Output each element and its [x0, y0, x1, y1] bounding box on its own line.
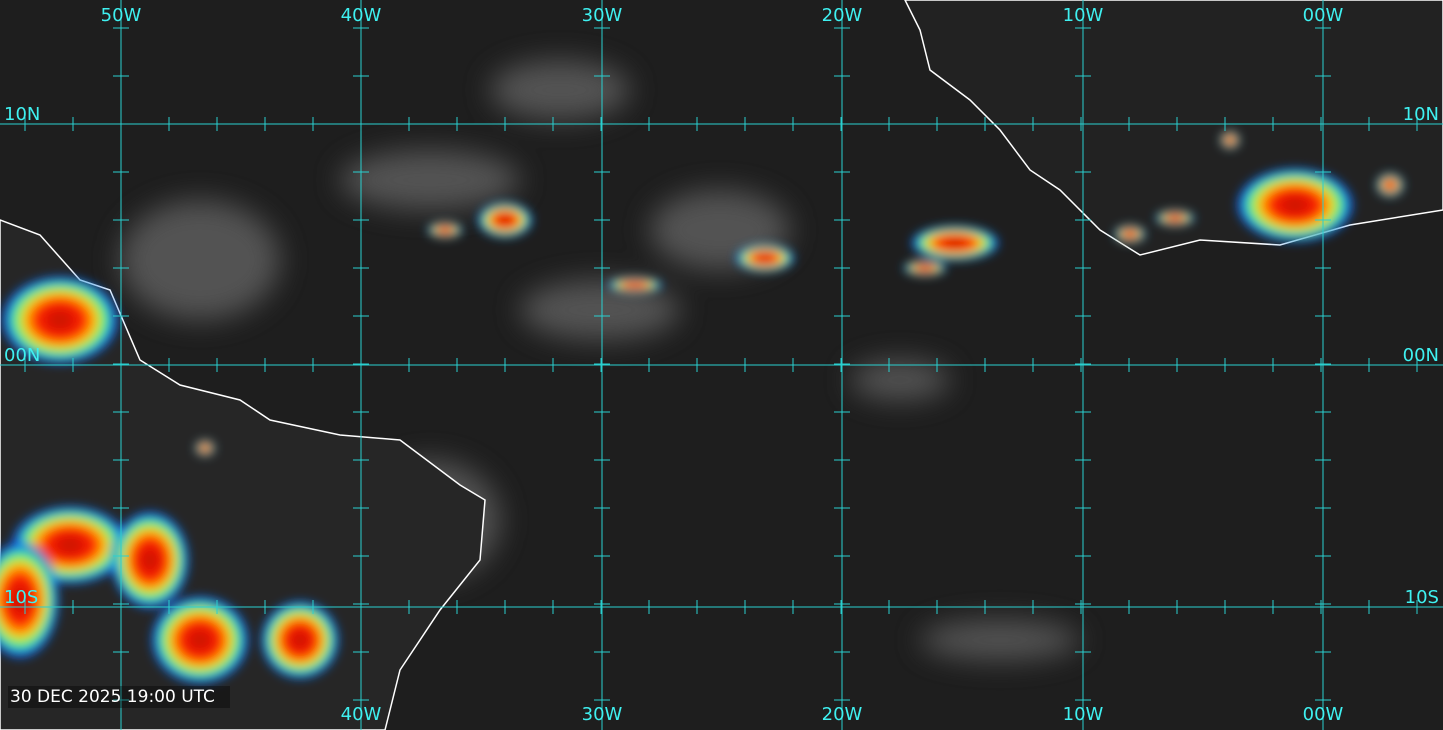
longitude-label: 30W	[582, 5, 623, 26]
longitude-label: 40W	[341, 704, 382, 725]
timestamp: 30 DEC 2025 19:00 UTC	[10, 687, 215, 707]
longitude-label: 10W	[1063, 5, 1104, 26]
longitude-label: 40W	[341, 5, 382, 26]
longitude-label: 00W	[1303, 704, 1344, 725]
longitude-label: 30W	[582, 704, 623, 725]
latitude-label: 10N	[1403, 104, 1439, 125]
timestamp-backdrop	[8, 686, 230, 708]
storms	[0, 131, 1404, 685]
latitude-label: 10S	[1405, 587, 1439, 608]
longitude-label: 50W	[101, 5, 142, 26]
longitude-label: 20W	[822, 704, 863, 725]
latitude-label: 00N	[4, 345, 40, 366]
latitude-label: 10N	[4, 104, 40, 125]
longitude-label: 20W	[822, 5, 863, 26]
longitude-label: 00W	[1303, 5, 1344, 26]
latitude-label: 10S	[4, 587, 38, 608]
longitude-label: 10W	[1063, 704, 1104, 725]
latitude-label: 00N	[1403, 345, 1439, 366]
